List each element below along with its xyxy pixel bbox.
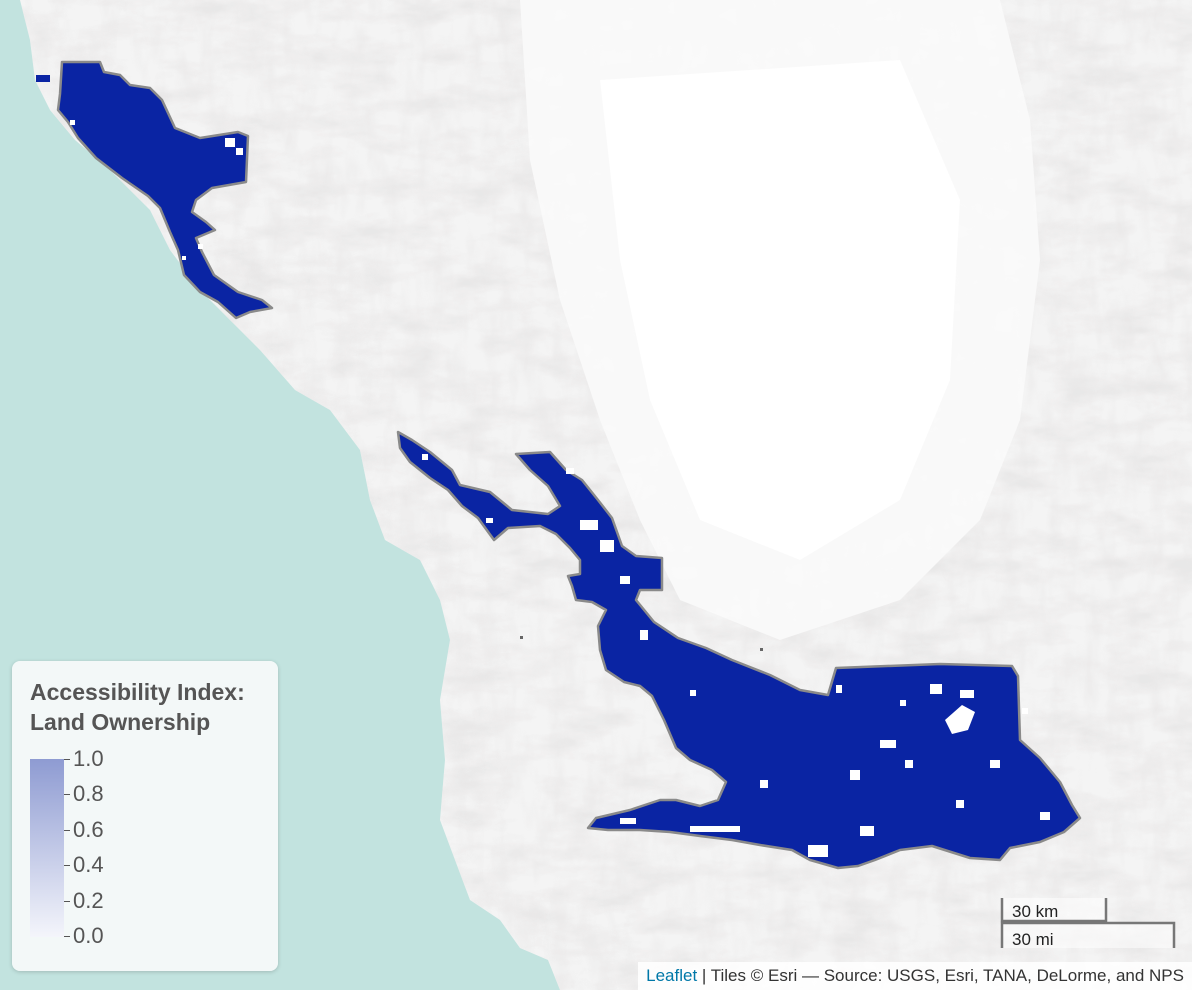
attribution-separator: | bbox=[697, 966, 711, 985]
region-north[interactable] bbox=[56, 60, 274, 320]
attribution-tiles: Tiles © Esri — Source: USGS, Esri, TANA,… bbox=[710, 966, 1184, 985]
legend-title-line2: Land Ownership bbox=[30, 709, 211, 735]
region-islet bbox=[36, 75, 50, 82]
legend-label-0-2: 0.2 bbox=[73, 888, 104, 913]
leaflet-link[interactable]: Leaflet bbox=[646, 966, 698, 985]
legend-label-0-0: 0.0 bbox=[73, 923, 104, 948]
legend-title-line1: Accessibility Index: bbox=[30, 679, 245, 705]
scale-mi-label: 30 mi bbox=[1012, 930, 1054, 949]
legend-tick-mark bbox=[64, 759, 70, 760]
legend-tick-mark bbox=[64, 865, 70, 866]
scale-bar bbox=[1000, 898, 1176, 948]
legend-title: Accessibility Index: Land Ownership bbox=[30, 677, 245, 737]
attribution: Leaflet | Tiles © Esri — Source: USGS, E… bbox=[638, 962, 1192, 990]
legend-tick-mark bbox=[64, 936, 70, 937]
legend-gradient-bar bbox=[30, 759, 64, 937]
legend-label-1-0: 1.0 bbox=[73, 746, 104, 771]
region-dot-2 bbox=[760, 648, 763, 651]
legend-tick-mark bbox=[64, 794, 70, 795]
legend-label-0-4: 0.4 bbox=[73, 852, 104, 877]
legend-label-0-8: 0.8 bbox=[73, 781, 104, 806]
scale-km-label: 30 km bbox=[1012, 902, 1059, 921]
region-dot bbox=[520, 636, 523, 639]
legend-tick-mark bbox=[64, 901, 70, 902]
legend: Accessibility Index: Land Ownership 1.0 … bbox=[12, 661, 278, 971]
legend-label-0-6: 0.6 bbox=[73, 817, 104, 842]
legend-tick-mark bbox=[64, 830, 70, 831]
region-south[interactable] bbox=[396, 430, 1082, 870]
